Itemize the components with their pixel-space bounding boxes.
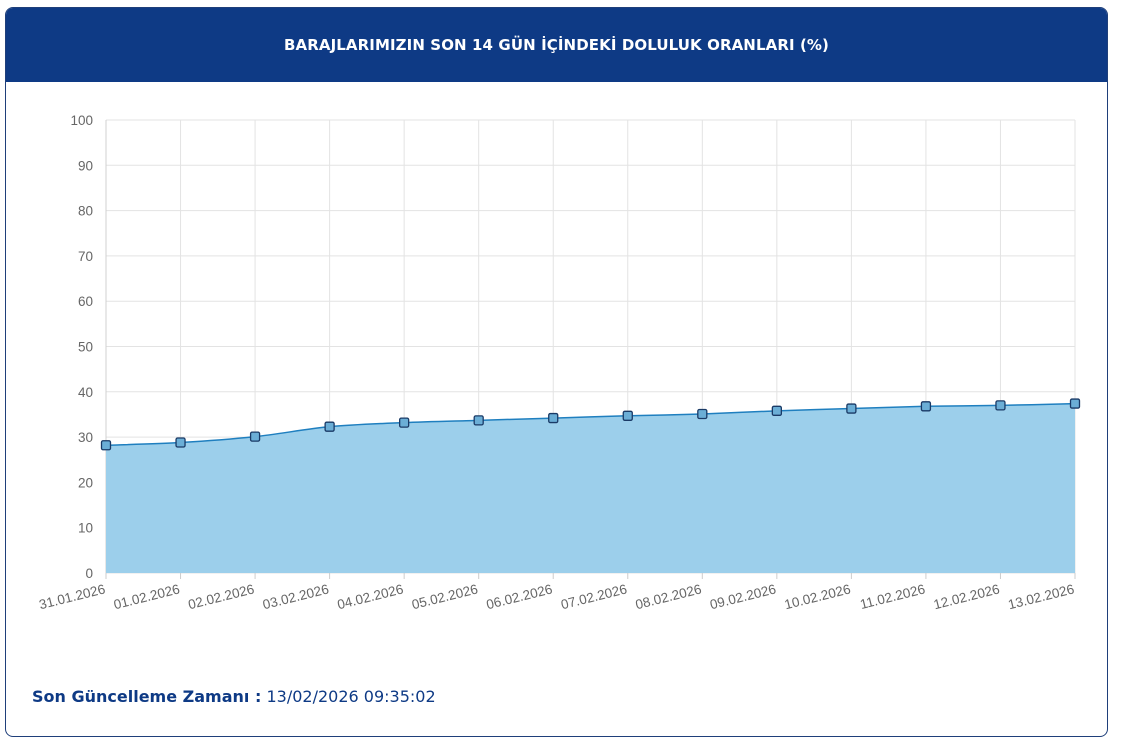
- data-point-marker: [473, 415, 484, 426]
- area-layer: [105, 402, 1076, 573]
- series-line: [105, 402, 1076, 447]
- x-tick-label: 08.02.2026: [634, 581, 703, 612]
- y-tick-label: 70: [78, 249, 93, 264]
- data-point-marker: [100, 440, 112, 451]
- x-tick-label: 01.02.2026: [112, 581, 181, 612]
- data-point-marker: [771, 405, 782, 416]
- dam-occupancy-card: BARAJLARIMIZIN SON 14 GÜN İÇİNDEKİ DOLUL…: [5, 7, 1108, 737]
- data-point-marker: [324, 421, 335, 432]
- data-point-marker: [249, 431, 261, 442]
- data-point-marker: [622, 410, 633, 421]
- series-area-fill: [106, 403, 1075, 573]
- x-tick-label: 07.02.2026: [559, 581, 628, 612]
- data-point-marker: [175, 437, 186, 448]
- y-tick-label: 90: [78, 158, 93, 173]
- chart-title: BARAJLARIMIZIN SON 14 GÜN İÇİNDEKİ DOLUL…: [283, 36, 830, 54]
- y-tick-label: 60: [78, 294, 93, 309]
- chart-header: BARAJLARIMIZIN SON 14 GÜN İÇİNDEKİ DOLUL…: [6, 8, 1107, 82]
- data-point-marker: [920, 401, 932, 412]
- y-tick-label: 80: [78, 204, 93, 219]
- x-axis-ticks: 31.01.2026 01.02.2026 02.02.2026 03.02.2026…: [38, 581, 1076, 612]
- data-point-marker: [697, 408, 708, 420]
- y-tick-label: 20: [78, 475, 93, 490]
- y-tick-label: 30: [78, 430, 93, 445]
- x-tick-label: 05.02.2026: [410, 581, 479, 612]
- x-tick-label: 10.02.2026: [783, 581, 852, 612]
- x-tick-label: 04.02.2026: [336, 581, 405, 612]
- data-point-marker: [399, 417, 410, 428]
- y-tick-label: 100: [70, 113, 93, 128]
- y-axis-ticks: 0 10 20 30 40 50 60 70 80 90 100: [70, 113, 93, 581]
- data-point-marker: [995, 400, 1006, 411]
- x-tick-label: 03.02.2026: [261, 581, 330, 612]
- marker-layer: [100, 398, 1081, 451]
- x-tick-label: 13.02.2026: [1007, 581, 1076, 612]
- occupancy-chart: 0 10 20 30 40 50 60 70 80 90 100 31.01.2026 01.02.2…: [38, 113, 1081, 612]
- data-point-marker: [548, 412, 559, 424]
- x-tick-label: 06.02.2026: [485, 581, 554, 612]
- last-update-label: Son Güncelleme Zamanı :: [32, 687, 262, 706]
- y-tick-label: 10: [78, 521, 93, 536]
- x-tick-label: 09.02.2026: [708, 581, 777, 612]
- data-point-marker: [846, 403, 857, 414]
- last-update: Son Güncelleme Zamanı : 13/02/2026 09:35…: [32, 687, 436, 706]
- x-tick-label: 31.01.2026: [38, 581, 107, 612]
- y-tick-label: 50: [78, 340, 93, 355]
- x-tick-label: 02.02.2026: [187, 581, 256, 612]
- last-update-value: 13/02/2026 09:35:02: [266, 687, 436, 706]
- y-tick-label: 40: [78, 385, 93, 400]
- x-tick-label: 12.02.2026: [932, 581, 1001, 612]
- y-tick-label: 0: [85, 566, 93, 581]
- x-tick-label: 11.02.2026: [858, 581, 926, 612]
- data-point-marker: [1069, 398, 1081, 409]
